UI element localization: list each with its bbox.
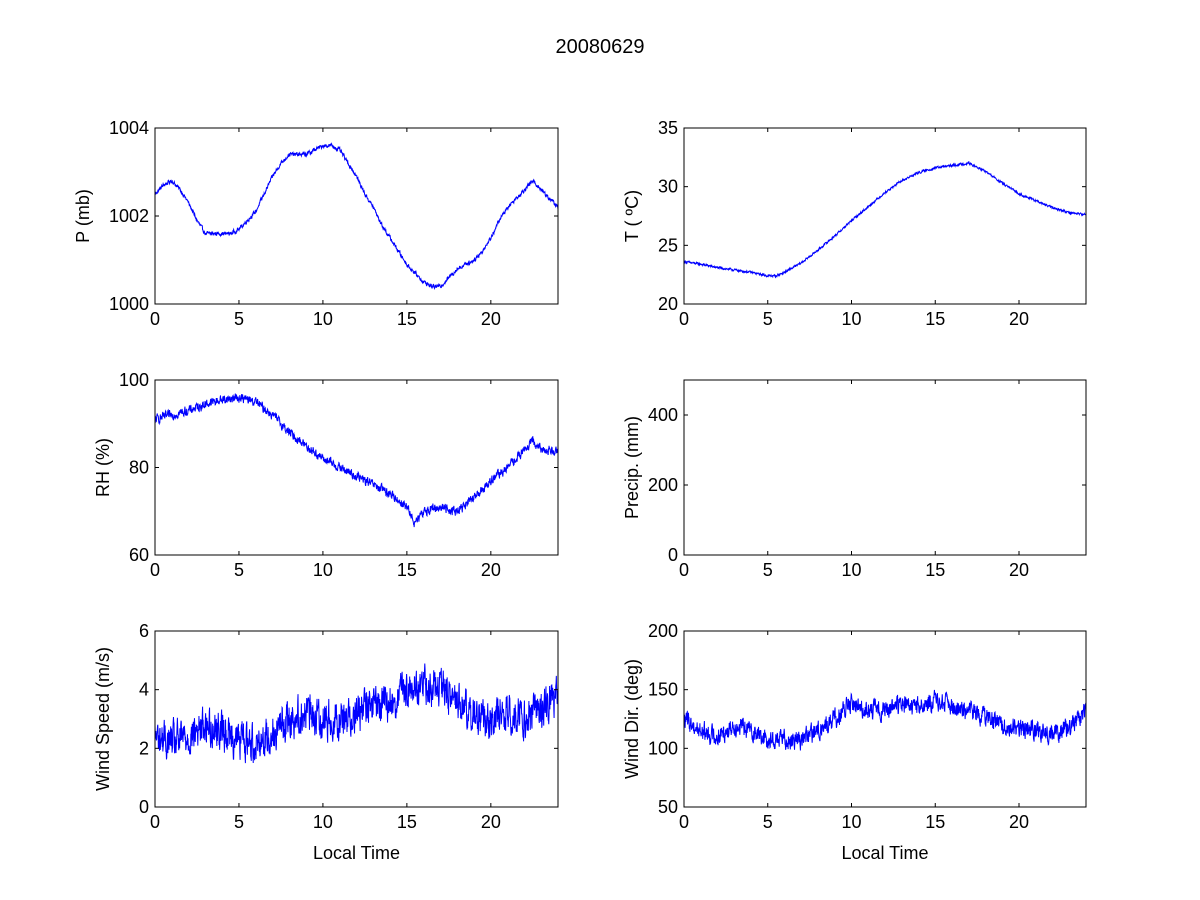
x-tick-label: 20 (1009, 812, 1029, 832)
x-axis-label-wind_speed: Local Time (313, 843, 400, 863)
x-axis-label-wind_direction: Local Time (841, 843, 928, 863)
figure-title: 20080629 (556, 36, 645, 58)
x-tick-label: 15 (397, 560, 417, 580)
x-tick-label: 5 (234, 812, 244, 832)
x-tick-label: 10 (841, 812, 861, 832)
y-tick-label: 1004 (109, 118, 149, 138)
series-line-temperature (684, 160, 1086, 279)
x-tick-label: 20 (1009, 560, 1029, 580)
y-tick-label: 35 (658, 118, 678, 138)
series-line-wind_speed (155, 663, 558, 764)
y-tick-label: 30 (658, 177, 678, 197)
y-axis-label-wind_speed: Wind Speed (m/s) (93, 647, 113, 791)
x-tick-label: 5 (763, 812, 773, 832)
axes-frame-temperature (683, 127, 1087, 305)
y-tick-label: 50 (658, 797, 678, 817)
y-axis-label-humidity: RH (%) (93, 438, 113, 497)
y-tick-label: 200 (648, 475, 678, 495)
axes-frame-wind_direction (683, 630, 1087, 808)
x-tick-label: 20 (1009, 309, 1029, 329)
axes-frame-wind_speed (154, 630, 559, 808)
y-tick-label: 0 (668, 545, 678, 565)
x-tick-label: 10 (313, 560, 333, 580)
y-axis-label-pressure: P (mb) (73, 189, 93, 243)
x-tick-label: 15 (397, 309, 417, 329)
y-tick-label: 1002 (109, 206, 149, 226)
subplot-temperature: 0 5 10 15 20 20 25 30 35 T ( ºC) (622, 118, 1087, 329)
y-tick-label: 0 (139, 797, 149, 817)
subplot-wind_speed: 0 5 10 15 20 0 2 4 6 Wind Speed (m/s) Local Time (93, 621, 559, 863)
series-line-pressure (155, 142, 558, 291)
x-tick-label: 15 (397, 812, 417, 832)
x-tick-label: 20 (481, 309, 501, 329)
x-tick-label: 15 (925, 812, 945, 832)
x-tick-label: 20 (481, 560, 501, 580)
x-tick-label: 10 (313, 309, 333, 329)
subplot-wind_direction: 0 5 10 15 20 50 100 150 200 Wind Dir. (deg) Local … (622, 621, 1087, 863)
series-line-humidity (155, 393, 558, 528)
y-axis-label-temperature: T ( ºC) (622, 190, 642, 242)
y-tick-label: 20 (658, 294, 678, 314)
y-tick-label: 100 (648, 738, 678, 758)
y-tick-label: 1000 (109, 294, 149, 314)
y-tick-label: 25 (658, 235, 678, 255)
x-tick-label: 0 (679, 309, 689, 329)
x-tick-label: 0 (679, 812, 689, 832)
series-line-wind_direction (684, 689, 1086, 751)
y-tick-label: 400 (648, 405, 678, 425)
x-tick-label: 0 (679, 560, 689, 580)
subplot-humidity: 0 5 10 15 20 60 80 100 RH (%) (93, 370, 559, 580)
y-axis-label-wind_direction: Wind Dir. (deg) (622, 659, 642, 779)
x-tick-label: 10 (841, 560, 861, 580)
x-tick-label: 10 (841, 309, 861, 329)
y-tick-label: 6 (139, 621, 149, 641)
x-tick-label: 15 (925, 309, 945, 329)
y-tick-label: 200 (648, 621, 678, 641)
x-tick-label: 5 (763, 560, 773, 580)
y-tick-label: 2 (139, 738, 149, 758)
x-tick-label: 15 (925, 560, 945, 580)
axes-frame-precipitation (683, 379, 1087, 556)
y-tick-label: 150 (648, 680, 678, 700)
y-tick-label: 100 (119, 370, 149, 390)
x-tick-label: 20 (481, 812, 501, 832)
x-tick-label: 5 (234, 309, 244, 329)
y-axis-label-precipitation: Precip. (mm) (622, 416, 642, 519)
x-tick-label: 0 (150, 812, 160, 832)
x-tick-label: 5 (763, 309, 773, 329)
y-tick-label: 80 (129, 458, 149, 478)
y-tick-label: 60 (129, 545, 149, 565)
subplot-pressure: 0 5 10 15 20 1000 1002 1004 P (mb) (73, 118, 559, 329)
y-tick-label: 4 (139, 680, 149, 700)
x-tick-label: 10 (313, 812, 333, 832)
x-tick-label: 0 (150, 309, 160, 329)
x-tick-label: 5 (234, 560, 244, 580)
x-tick-label: 0 (150, 560, 160, 580)
